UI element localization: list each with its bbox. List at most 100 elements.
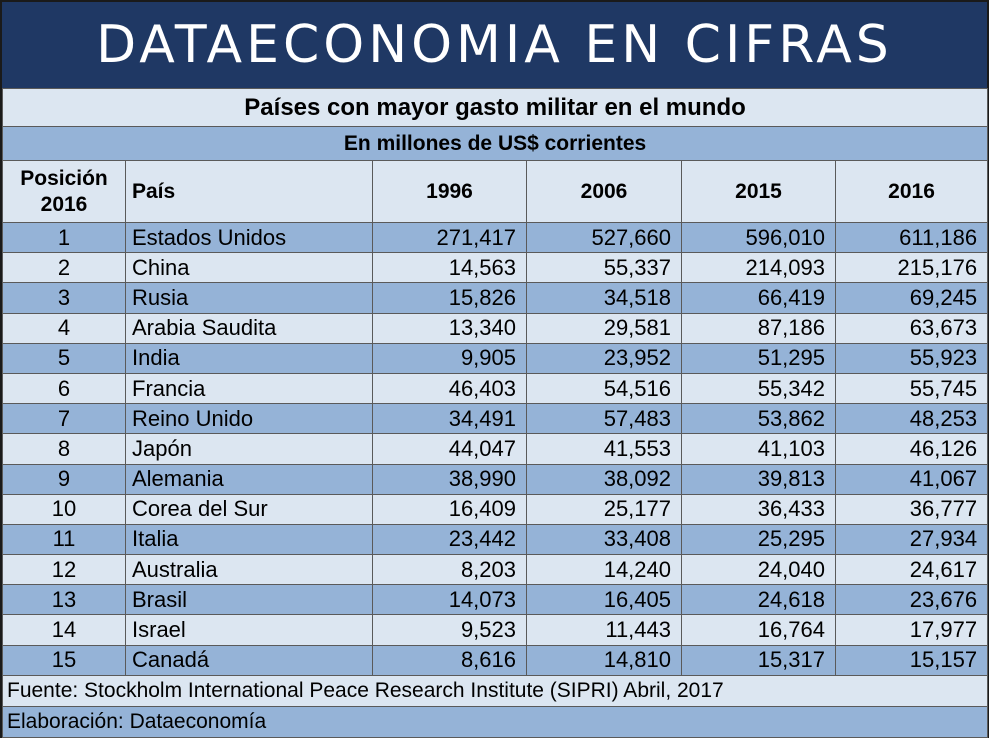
- value-cell-2016: 55,923: [834, 342, 989, 374]
- value-cell-2006: 38,092: [526, 463, 682, 495]
- header-year-2015: 2015: [681, 160, 836, 223]
- table-row: 3 Rusia 15,826 34,518 66,419 69,245: [2, 282, 989, 314]
- header-year-2006: 2006: [526, 160, 682, 223]
- header-country: País: [125, 160, 373, 223]
- value-cell-2006: 29,581: [526, 312, 682, 344]
- value-cell-2016: 63,673: [834, 312, 989, 344]
- value-cell-2015: 87,186: [681, 312, 836, 344]
- table-row: 8 Japón 44,047 41,553 41,103 46,126: [2, 433, 989, 465]
- rank-cell: 7: [2, 403, 126, 435]
- table-row: 10 Corea del Sur 16,409 25,177 36,433 36,777: [2, 493, 989, 525]
- military-spending-table: Países con mayor gasto militar en el mun…: [1, 88, 989, 738]
- value-cell-1996: 44,047: [372, 433, 527, 465]
- value-cell-2006: 41,553: [526, 433, 682, 465]
- value-cell-1996: 46,403: [372, 372, 527, 405]
- source-row: Fuente: Stockholm International Peace Re…: [1, 674, 989, 707]
- table-row: 14 Israel 9,523 11,443 16,764 17,977: [2, 614, 989, 646]
- country-cell: Canadá: [125, 644, 373, 676]
- country-cell: Israel: [125, 614, 373, 646]
- value-cell-2015: 16,764: [681, 614, 836, 646]
- value-cell-2015: 214,093: [681, 252, 836, 284]
- value-cell-1996: 9,905: [372, 342, 527, 374]
- rank-cell: 14: [2, 614, 126, 646]
- rank-cell: 5: [2, 342, 126, 374]
- value-cell-2015: 55,342: [681, 372, 836, 405]
- value-cell-1996: 9,523: [372, 614, 527, 646]
- value-cell-2016: 15,157: [834, 644, 989, 676]
- rank-cell: 13: [2, 584, 126, 616]
- table-row: 5 India 9,905 23,952 51,295 55,923: [2, 342, 989, 374]
- header-position: Posición 2016: [2, 160, 126, 223]
- country-cell: Corea del Sur: [125, 493, 373, 525]
- table-subtitle: En millones de US$ corrientes: [1, 126, 989, 161]
- country-cell: Rusia: [125, 282, 373, 314]
- banner-title: DATAECONOMIA EN CIFRAS: [2, 2, 987, 88]
- value-cell-2016: 41,067: [834, 463, 989, 495]
- credit-note: Elaboración: Dataeconomía: [1, 705, 989, 738]
- value-cell-2015: 41,103: [681, 433, 836, 465]
- value-cell-2006: 527,660: [526, 221, 682, 254]
- value-cell-1996: 271,417: [372, 221, 527, 254]
- country-cell: Estados Unidos: [125, 221, 373, 254]
- table-row: 2 China 14,563 55,337 214,093 215,176: [2, 252, 989, 284]
- value-cell-1996: 38,990: [372, 463, 527, 495]
- value-cell-2016: 215,176: [834, 252, 989, 284]
- source-note: Fuente: Stockholm International Peace Re…: [1, 674, 989, 707]
- value-cell-2006: 33,408: [526, 523, 682, 556]
- value-cell-1996: 15,826: [372, 282, 527, 314]
- table-subtitle-row: En millones de US$ corrientes: [1, 126, 989, 161]
- country-cell: India: [125, 342, 373, 374]
- value-cell-2016: 46,126: [834, 433, 989, 465]
- value-cell-2015: 15,317: [681, 644, 836, 676]
- value-cell-2006: 25,177: [526, 493, 682, 525]
- header-position-line1: Posición: [20, 166, 108, 190]
- value-cell-2006: 34,518: [526, 282, 682, 314]
- rank-cell: 1: [2, 221, 126, 254]
- value-cell-2006: 55,337: [526, 252, 682, 284]
- value-cell-2016: 48,253: [834, 403, 989, 435]
- table-row: 13 Brasil 14,073 16,405 24,618 23,676: [2, 584, 989, 616]
- country-cell: Brasil: [125, 584, 373, 616]
- value-cell-2016: 23,676: [834, 584, 989, 616]
- value-cell-2016: 69,245: [834, 282, 989, 314]
- value-cell-2006: 57,483: [526, 403, 682, 435]
- value-cell-2015: 51,295: [681, 342, 836, 374]
- table-title-row: Países con mayor gasto militar en el mun…: [1, 88, 989, 127]
- rank-cell: 6: [2, 372, 126, 405]
- value-cell-1996: 16,409: [372, 493, 527, 525]
- table-row: 6 Francia 46,403 54,516 55,342 55,745: [2, 372, 989, 405]
- value-cell-2006: 14,810: [526, 644, 682, 676]
- value-cell-2006: 14,240: [526, 554, 682, 586]
- rank-cell: 15: [2, 644, 126, 676]
- rank-cell: 10: [2, 493, 126, 525]
- value-cell-1996: 13,340: [372, 312, 527, 344]
- country-cell: Francia: [125, 372, 373, 405]
- value-cell-2006: 11,443: [526, 614, 682, 646]
- table-row: 1 Estados Unidos 271,417 527,660 596,010 611,…: [2, 221, 989, 254]
- country-cell: Italia: [125, 523, 373, 556]
- column-header-row: Posición 2016 País 1996 2006 2015 2016: [2, 160, 989, 223]
- value-cell-2015: 24,040: [681, 554, 836, 586]
- value-cell-2015: 596,010: [681, 221, 836, 254]
- table-row: 12 Australia 8,203 14,240 24,040 24,617: [2, 554, 989, 586]
- value-cell-2016: 17,977: [834, 614, 989, 646]
- value-cell-1996: 14,073: [372, 584, 527, 616]
- rank-cell: 9: [2, 463, 126, 495]
- header-year-1996: 1996: [372, 160, 527, 223]
- table-row: 9 Alemania 38,990 38,092 39,813 41,067: [2, 463, 989, 495]
- value-cell-1996: 8,616: [372, 644, 527, 676]
- table-row: 7 Reino Unido 34,491 57,483 53,862 48,253: [2, 403, 989, 435]
- rank-cell: 11: [2, 523, 126, 556]
- value-cell-2016: 55,745: [834, 372, 989, 405]
- value-cell-1996: 34,491: [372, 403, 527, 435]
- country-cell: Reino Unido: [125, 403, 373, 435]
- country-cell: Japón: [125, 433, 373, 465]
- header-year-2016: 2016: [834, 160, 989, 223]
- credit-row: Elaboración: Dataeconomía: [1, 705, 989, 738]
- value-cell-2016: 36,777: [834, 493, 989, 525]
- value-cell-2016: 24,617: [834, 554, 989, 586]
- value-cell-1996: 23,442: [372, 523, 527, 556]
- value-cell-2015: 24,618: [681, 584, 836, 616]
- value-cell-1996: 8,203: [372, 554, 527, 586]
